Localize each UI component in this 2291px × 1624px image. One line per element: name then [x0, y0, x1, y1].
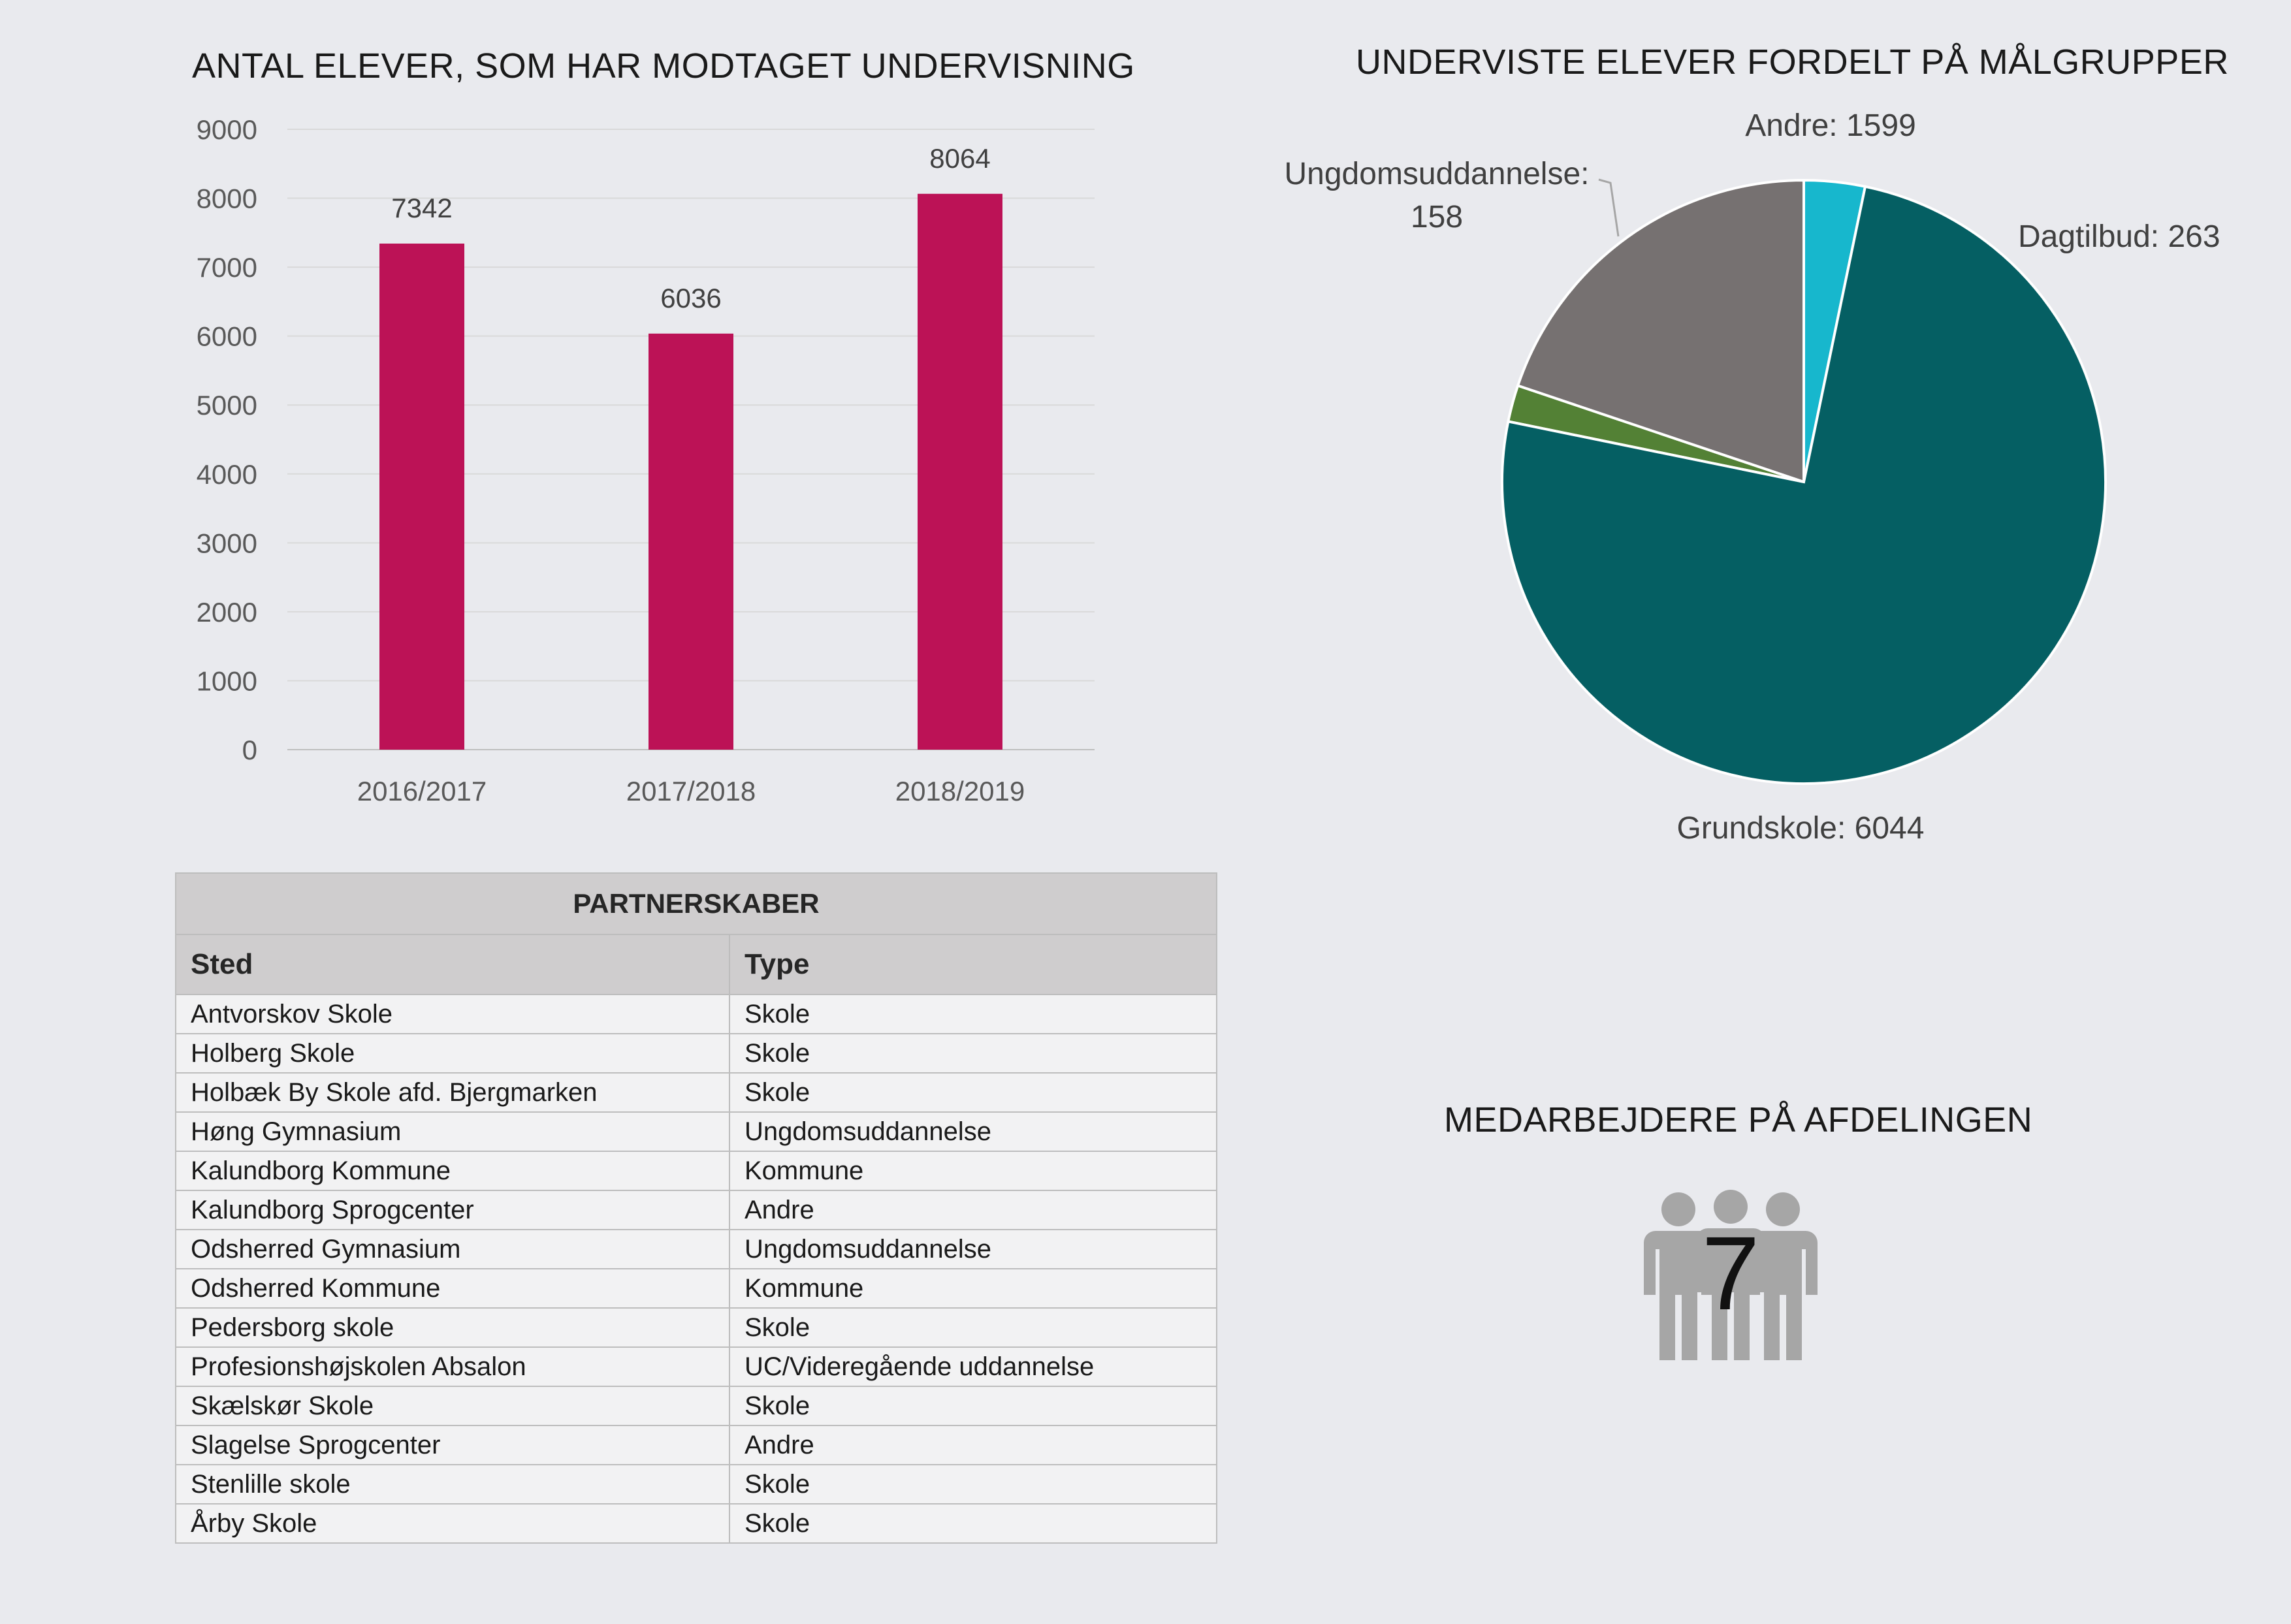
cell-sted: Holbæk By Skole afd. Bjergmarken	[175, 1072, 730, 1113]
table-row: Profesionshøjskolen Absalon UC/Videregåen…	[175, 1346, 1217, 1387]
bar	[649, 333, 733, 750]
bar-data-label: 7342	[391, 193, 452, 223]
cell-type: Andre	[729, 1425, 1217, 1465]
y-tick-label: 1000	[197, 665, 257, 696]
cell-type: Skole	[729, 1307, 1217, 1348]
table-row: Stenlille skole Skole	[175, 1464, 1217, 1505]
y-tick-label: 9000	[197, 114, 257, 145]
cell-sted: Kalundborg Kommune	[175, 1151, 730, 1191]
cell-sted: Antvorskov Skole	[175, 994, 730, 1034]
pie-slice-grundskole	[1501, 185, 2107, 785]
cell-type: Skole	[729, 1464, 1217, 1505]
table-row: Skælskør Skole Skole	[175, 1386, 1217, 1426]
table-row: Antvorskov Skole Skole	[175, 994, 1217, 1034]
table-row: Odsherred Gymnasium Ungdomsuddannelse	[175, 1229, 1217, 1269]
cell-type: UC/Videregående uddannelse	[729, 1346, 1217, 1387]
cell-type: Andre	[729, 1190, 1217, 1230]
bar-chart-title: ANTAL ELEVER, SOM HAR MODTAGET UNDERVISN…	[192, 46, 1135, 86]
staff-count: 7	[1701, 1215, 1760, 1331]
pie-label-ungdomsuddannelse-line1: Ungdomsuddannelse:	[1285, 157, 1590, 191]
x-tick-label: 2017/2018	[626, 776, 756, 806]
pie-chart-title: UNDERVISTE ELEVER FORDELT PÅ MÅLGRUPPER	[1356, 42, 2229, 82]
pie-label-grundskole: Grundskole: 6044	[1677, 811, 1925, 846]
cell-sted: Slagelse Sprogcenter	[175, 1425, 730, 1465]
bar-data-label: 6036	[660, 283, 721, 313]
cell-sted: Høng Gymnasium	[175, 1111, 730, 1152]
cell-sted: Årby Skole	[175, 1503, 730, 1544]
y-tick-label: 6000	[197, 321, 257, 352]
y-tick-label: 7000	[197, 252, 257, 283]
cell-type: Skole	[729, 1386, 1217, 1426]
y-tick-label: 2000	[197, 597, 257, 628]
cell-sted: Profesionshøjskolen Absalon	[175, 1346, 730, 1387]
cell-sted: Odsherred Kommune	[175, 1268, 730, 1309]
cell-type: Skole	[729, 1503, 1217, 1544]
cell-type: Ungdomsuddannelse	[729, 1111, 1217, 1152]
bar-data-label: 8064	[929, 143, 990, 174]
pie-leader-line	[1598, 178, 1620, 237]
cell-sted: Pedersborg skole	[175, 1307, 730, 1348]
cell-sted: Holberg Skole	[175, 1033, 730, 1074]
table-row: Pedersborg skole Skole	[175, 1307, 1217, 1348]
table-row: Slagelse Sprogcenter Andre	[175, 1425, 1217, 1465]
cell-sted: Skælskør Skole	[175, 1386, 730, 1426]
column-header-type: Type	[729, 934, 1217, 995]
people-group-icon	[1644, 1190, 1818, 1360]
partnerships-table: PARTNERSKABER Sted Type Antvorskov Skole…	[175, 872, 1217, 1544]
table-row: Odsherred Kommune Kommune	[175, 1268, 1217, 1309]
pie-slice-ungdomsuddannelse	[1507, 383, 1804, 483]
y-tick-label: 8000	[197, 183, 257, 214]
bar	[918, 193, 1002, 750]
cell-type: Skole	[729, 994, 1217, 1034]
pie-slice-andre	[1516, 178, 1805, 484]
cell-type: Ungdomsuddannelse	[729, 1229, 1217, 1269]
y-tick-label: 3000	[197, 528, 257, 558]
table-title: PARTNERSKABER	[175, 872, 1217, 935]
table-row: Årby Skole Skole	[175, 1503, 1217, 1544]
column-header-sted: Sted	[175, 934, 730, 995]
cell-sted: Stenlille skole	[175, 1464, 730, 1505]
staff-title: MEDARBEJDERE PÅ AFDELINGEN	[1444, 1100, 2033, 1139]
cell-type: Skole	[729, 1033, 1217, 1074]
x-tick-label: 2018/2019	[895, 776, 1025, 806]
cell-sted: Kalundborg Sprogcenter	[175, 1190, 730, 1230]
x-tick-label: 2016/2017	[357, 776, 487, 806]
pie-label-andre: Andre: 1599	[1745, 108, 1916, 143]
y-tick-label: 5000	[197, 390, 257, 421]
table-row: Kalundborg Sprogcenter Andre	[175, 1190, 1217, 1230]
table-row: Høng Gymnasium Ungdomsuddannelse	[175, 1111, 1217, 1152]
cell-sted: Odsherred Gymnasium	[175, 1229, 730, 1269]
table-row: Holbæk By Skole afd. Bjergmarken Skole	[175, 1072, 1217, 1113]
pie-label-ungdomsuddannelse-line2: 158	[1411, 200, 1463, 234]
bar	[379, 244, 464, 750]
y-tick-label: 0	[242, 735, 257, 765]
cell-type: Skole	[729, 1072, 1217, 1113]
cell-type: Kommune	[729, 1151, 1217, 1191]
y-tick-label: 4000	[197, 459, 257, 490]
cell-type: Kommune	[729, 1268, 1217, 1309]
pie-label-dagtilbud: Dagtilbud: 263	[2018, 219, 2220, 254]
pie-slice-dagtilbud	[1802, 178, 1867, 483]
table-row: Holberg Skole Skole	[175, 1033, 1217, 1074]
table-row: Kalundborg Kommune Kommune	[175, 1151, 1217, 1191]
